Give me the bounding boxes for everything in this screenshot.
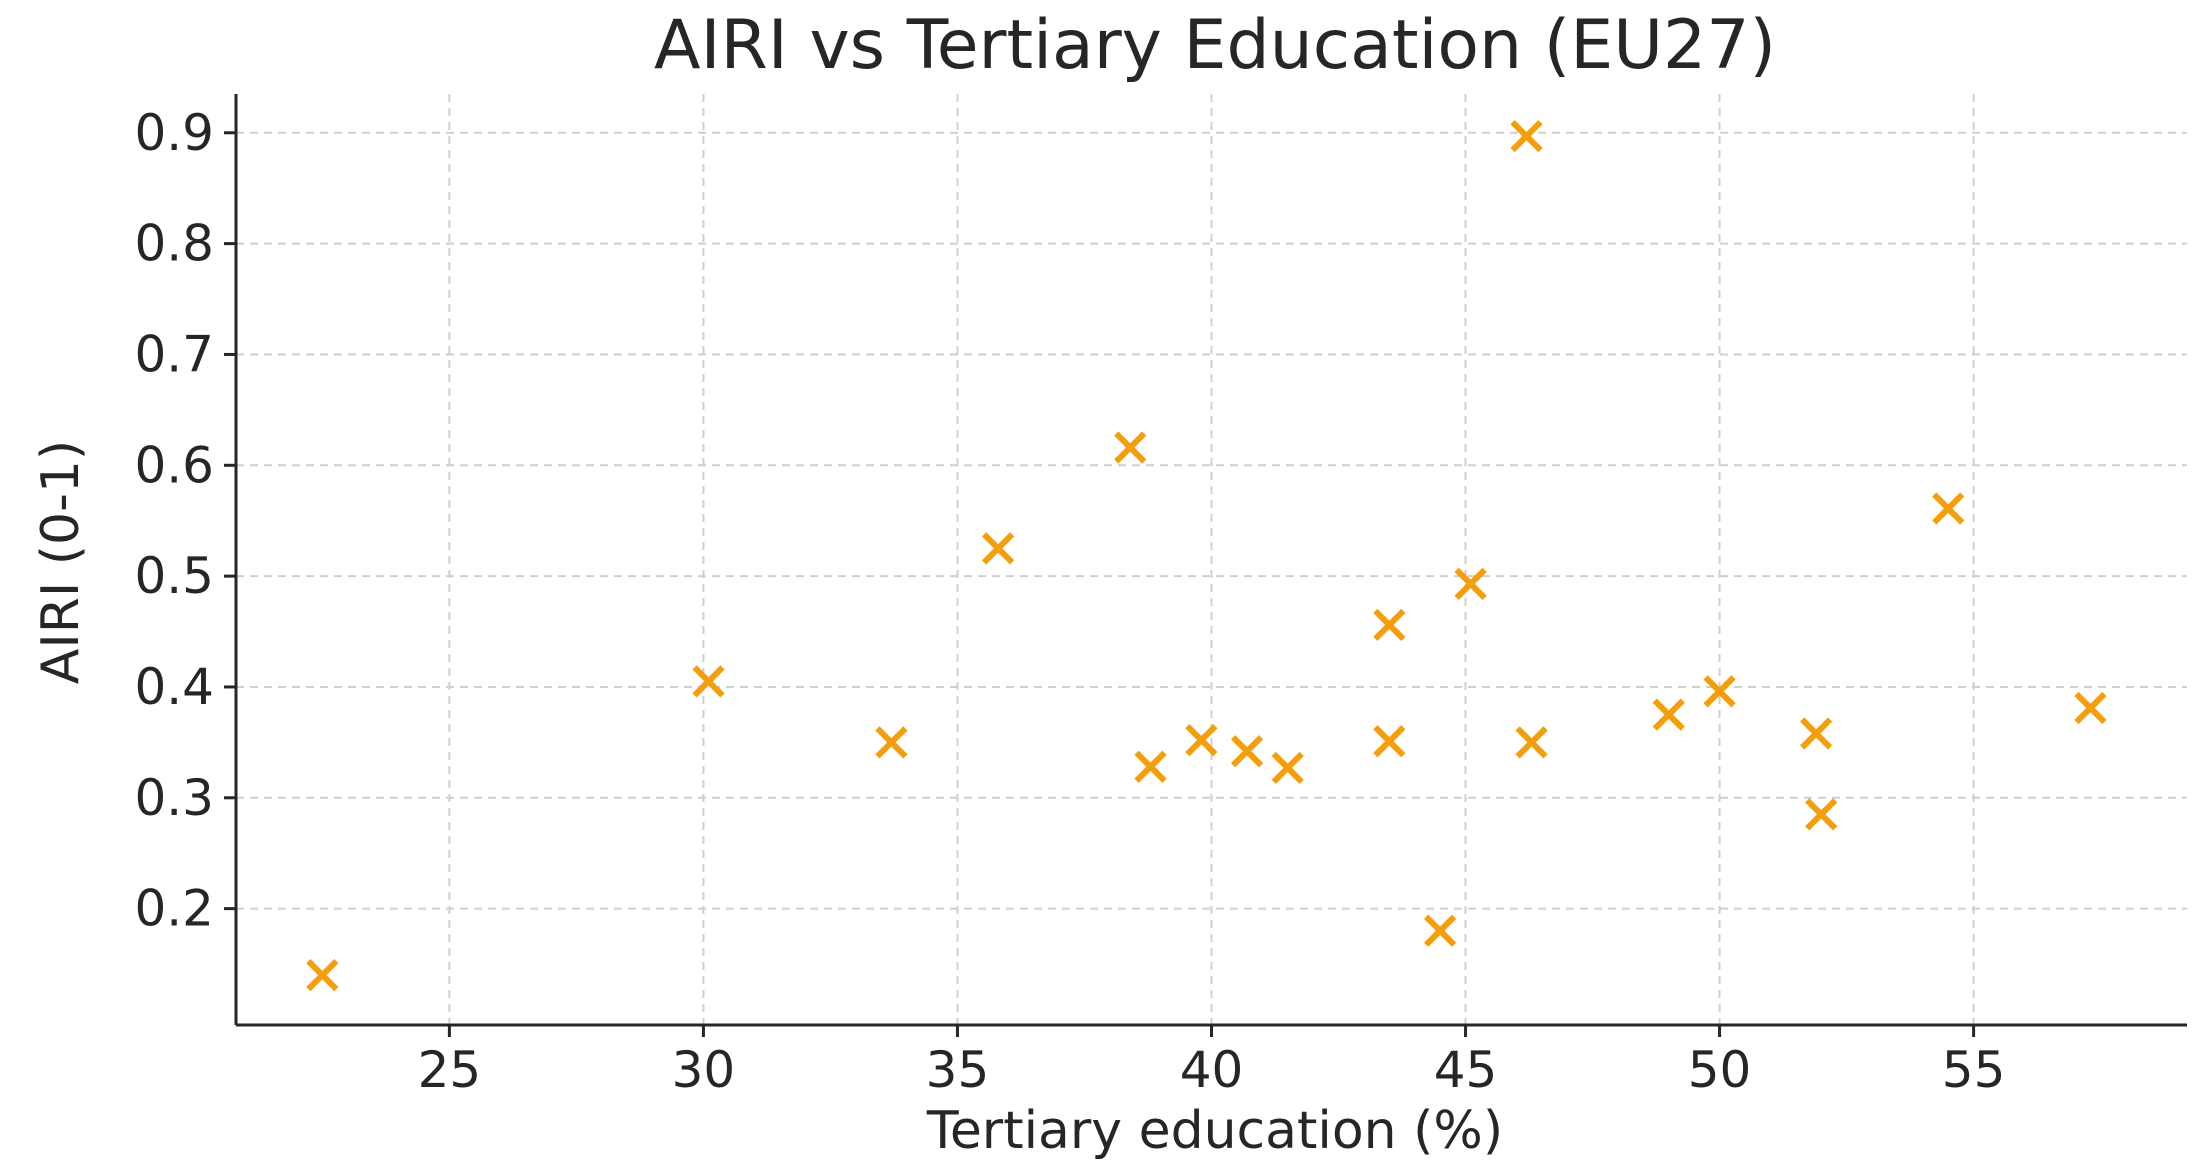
data-point-stroke (1515, 726, 1548, 759)
data-point-stroke (1373, 608, 1406, 642)
data-point-stroke (1454, 567, 1487, 601)
data-point-stroke (2074, 691, 2107, 725)
data-point (1373, 608, 1406, 642)
data-point-stroke (1114, 431, 1147, 464)
x-axis-label: Tertiary education (%) (926, 1101, 1503, 1161)
data-point (1515, 726, 1548, 759)
data-point-stroke (1703, 675, 1736, 708)
x-tick-label: 45 (1434, 1041, 1498, 1099)
data-point (1134, 750, 1167, 783)
data-point-stroke (1373, 725, 1406, 758)
ticks-layer: 25 30 35 40 45 50 55 0.2 0.3 0.4 0.5 0.6 0.7 0.8 0.9 (134, 104, 2005, 1099)
chart-title: AIRI vs Tertiary Education (EU27) (654, 6, 1776, 85)
data-point-stroke (1799, 717, 1833, 750)
grid-layer (236, 94, 2187, 1025)
data-point (1454, 567, 1487, 601)
data-point-stroke (1932, 492, 1965, 525)
data-point (1652, 698, 1685, 731)
data-point-stroke (875, 726, 908, 759)
y-tick-label: 0.5 (134, 547, 214, 605)
data-point-stroke (1510, 119, 1543, 153)
y-tick-label: 0.8 (134, 215, 214, 273)
y-tick-label: 0.4 (134, 658, 214, 716)
data-point (1510, 119, 1543, 153)
x-tick-label: 40 (1180, 1041, 1244, 1099)
x-tick-label: 50 (1688, 1041, 1752, 1099)
data-point (875, 726, 908, 759)
data-point-stroke (1805, 798, 1838, 831)
data-point (1271, 751, 1304, 784)
y-tick-label: 0.7 (134, 325, 214, 383)
data-point-stroke (981, 532, 1015, 565)
y-tick-label: 0.6 (134, 436, 214, 494)
data-point-stroke (1271, 751, 1304, 784)
data-point (1185, 724, 1218, 757)
y-axis-label: AIRI (0-1) (31, 440, 91, 684)
data-point (1805, 798, 1838, 831)
data-point (306, 959, 339, 992)
data-point-stroke (306, 959, 339, 992)
data-point (1114, 431, 1147, 464)
data-point-stroke (1652, 698, 1685, 731)
x-tick-label: 55 (1942, 1041, 2006, 1099)
data-point-stroke (1230, 735, 1264, 768)
data-point-stroke (692, 665, 725, 698)
x-tick-label: 25 (418, 1041, 482, 1099)
data-point (692, 665, 725, 698)
data-point (1799, 717, 1833, 750)
data-point (1230, 735, 1264, 768)
x-tick-label: 35 (926, 1041, 990, 1099)
data-point (1703, 675, 1736, 708)
data-point (1373, 725, 1406, 758)
data-point-stroke (1134, 750, 1167, 783)
y-tick-label: 0.9 (134, 104, 214, 162)
y-tick-label: 0.2 (134, 880, 214, 938)
data-point (2074, 691, 2107, 725)
x-tick-label: 30 (672, 1041, 736, 1099)
data-point (1932, 492, 1965, 525)
data-point-stroke (1424, 914, 1457, 947)
data-point (1424, 914, 1457, 947)
points-layer (306, 119, 2107, 992)
y-tick-label: 0.3 (134, 769, 214, 827)
data-point-stroke (1185, 724, 1218, 757)
data-point (981, 532, 1015, 565)
